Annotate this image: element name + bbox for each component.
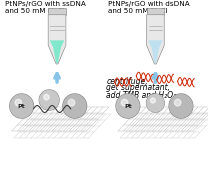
Circle shape [64, 95, 86, 117]
Circle shape [147, 94, 164, 112]
Polygon shape [48, 15, 66, 64]
Circle shape [39, 90, 59, 110]
Circle shape [116, 94, 140, 118]
Circle shape [63, 94, 87, 118]
Circle shape [117, 95, 139, 117]
Polygon shape [50, 40, 64, 63]
Text: add TMB and H₂O₂: add TMB and H₂O₂ [106, 91, 176, 99]
Circle shape [10, 94, 33, 118]
Text: get supernatant,: get supernatant, [106, 84, 170, 92]
Text: centrifuge,: centrifuge, [106, 77, 148, 85]
Circle shape [15, 99, 22, 106]
Circle shape [174, 99, 181, 106]
Text: Pt: Pt [18, 104, 26, 108]
Circle shape [68, 99, 75, 106]
Circle shape [147, 94, 164, 112]
Polygon shape [48, 8, 66, 15]
Circle shape [121, 99, 128, 106]
Polygon shape [147, 8, 164, 15]
Circle shape [10, 95, 33, 117]
Text: PtNPs/rGO with ssDNA
and 50 mM NaCl: PtNPs/rGO with ssDNA and 50 mM NaCl [5, 1, 86, 14]
Circle shape [150, 98, 155, 103]
Text: Pt: Pt [124, 104, 132, 108]
Circle shape [40, 91, 58, 109]
Circle shape [44, 94, 49, 100]
Circle shape [170, 95, 192, 117]
Polygon shape [148, 40, 163, 63]
Circle shape [169, 94, 193, 118]
Polygon shape [147, 15, 164, 64]
Text: PtNPs/rGO with dsDNA
and 50 mM NaCl: PtNPs/rGO with dsDNA and 50 mM NaCl [108, 1, 190, 14]
